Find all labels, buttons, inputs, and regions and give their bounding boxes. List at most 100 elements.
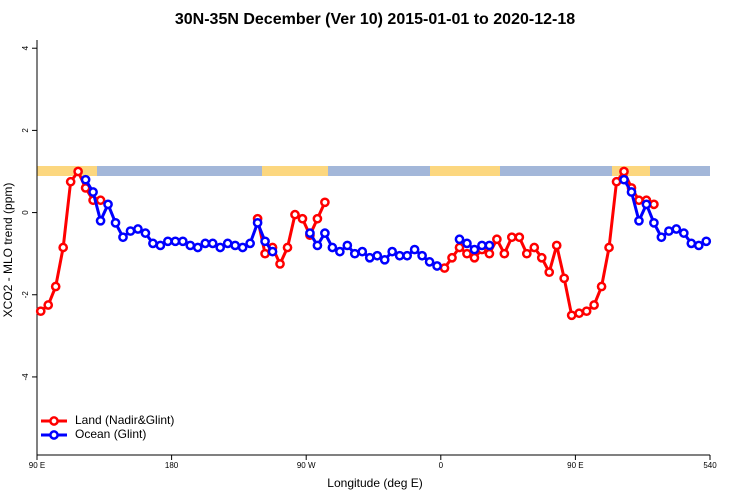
data-point — [664, 226, 674, 236]
data-point — [148, 238, 158, 249]
data-point — [686, 238, 697, 249]
land-mask-strip — [37, 166, 710, 176]
chart-title: 30N-35N December (Ver 10) 2015-01-01 to … — [175, 11, 575, 28]
data-point — [335, 246, 345, 257]
data-point — [649, 199, 659, 210]
data-point — [559, 273, 570, 284]
data-point — [327, 242, 338, 253]
data-point — [364, 252, 375, 263]
data-point — [447, 252, 457, 263]
legend-label: Ocean (Glint) — [75, 427, 146, 441]
data-point — [604, 242, 614, 253]
data-point — [521, 248, 532, 259]
legend-swatch-marker — [49, 416, 59, 426]
data-point — [43, 300, 54, 310]
data-point — [245, 238, 255, 249]
data-point — [499, 248, 510, 259]
legend: Land (Nadir&Glint)Ocean (Glint) — [41, 413, 174, 441]
data-point — [439, 263, 450, 273]
data-point — [290, 209, 300, 220]
x-tick-label: 90 E — [29, 461, 45, 470]
data-point — [73, 166, 83, 177]
data-point — [469, 252, 480, 263]
data-point — [626, 187, 637, 197]
land-strip — [430, 166, 500, 176]
data-point — [514, 232, 525, 243]
data-point — [424, 257, 435, 267]
data-point — [58, 242, 69, 253]
data-point — [342, 240, 353, 251]
data-point — [462, 238, 472, 249]
land-strip — [262, 166, 328, 176]
data-point — [596, 281, 607, 292]
data-point — [619, 174, 629, 185]
data-point — [409, 244, 420, 255]
y-tick-label: -4 — [21, 373, 30, 381]
data-point — [267, 246, 278, 257]
y-tick-label: 2 — [21, 128, 30, 133]
data-point — [372, 250, 383, 261]
data-point — [312, 240, 323, 251]
data-point — [551, 240, 562, 251]
data-point — [200, 238, 211, 249]
y-tick-label: -2 — [21, 291, 30, 299]
data-point — [574, 308, 584, 319]
data-point — [566, 310, 577, 321]
land-strip — [612, 166, 650, 176]
data-point — [50, 281, 61, 292]
data-point — [454, 242, 465, 253]
x-tick-label: 90 W — [297, 461, 316, 470]
data-point — [432, 261, 442, 271]
data-point — [589, 300, 599, 310]
data-point — [260, 236, 270, 247]
ocean-strip — [37, 166, 710, 176]
data-point — [177, 236, 188, 247]
data-point — [282, 242, 293, 253]
data-point — [65, 176, 76, 187]
data-point — [163, 236, 173, 247]
data-point — [215, 242, 226, 253]
data-point — [110, 217, 121, 228]
data-point — [222, 238, 233, 249]
data-point — [207, 238, 218, 249]
data-point — [35, 306, 46, 317]
data-point — [492, 234, 502, 245]
data-point — [320, 228, 330, 238]
legend-label: Land (Nadir&Glint) — [75, 413, 174, 427]
y-tick-label: 0 — [21, 210, 30, 215]
x-tick-label: 90 E — [567, 461, 583, 470]
data-point — [88, 187, 98, 197]
x-tick-label: 540 — [703, 461, 717, 470]
data-point — [641, 199, 652, 210]
data-point — [357, 246, 368, 257]
data-point — [260, 248, 270, 259]
data-point — [529, 242, 540, 253]
data-point — [379, 254, 390, 265]
data-point — [312, 213, 323, 224]
data-point — [656, 232, 667, 243]
data-point — [140, 228, 151, 238]
legend-swatch-marker — [49, 430, 59, 440]
data-point — [581, 306, 592, 317]
data-point — [192, 242, 203, 253]
data-point — [95, 195, 106, 206]
data-point — [477, 240, 487, 251]
data-point — [170, 236, 181, 247]
data-point — [297, 213, 308, 224]
data-point — [701, 236, 712, 247]
y-tick-label: 4 — [21, 45, 30, 50]
y-axis-label: XCO2 - MLO trend (ppm) — [1, 183, 15, 318]
data-point — [80, 174, 91, 185]
data-point — [95, 215, 106, 226]
data-point — [387, 246, 398, 257]
data-point — [693, 240, 704, 251]
data-point — [252, 217, 263, 228]
data-point — [275, 259, 285, 269]
land-strip — [37, 166, 97, 176]
data-point — [417, 250, 427, 261]
data-point — [118, 232, 128, 243]
data-point — [649, 217, 659, 228]
data-point — [103, 199, 113, 210]
data-point — [237, 242, 248, 253]
